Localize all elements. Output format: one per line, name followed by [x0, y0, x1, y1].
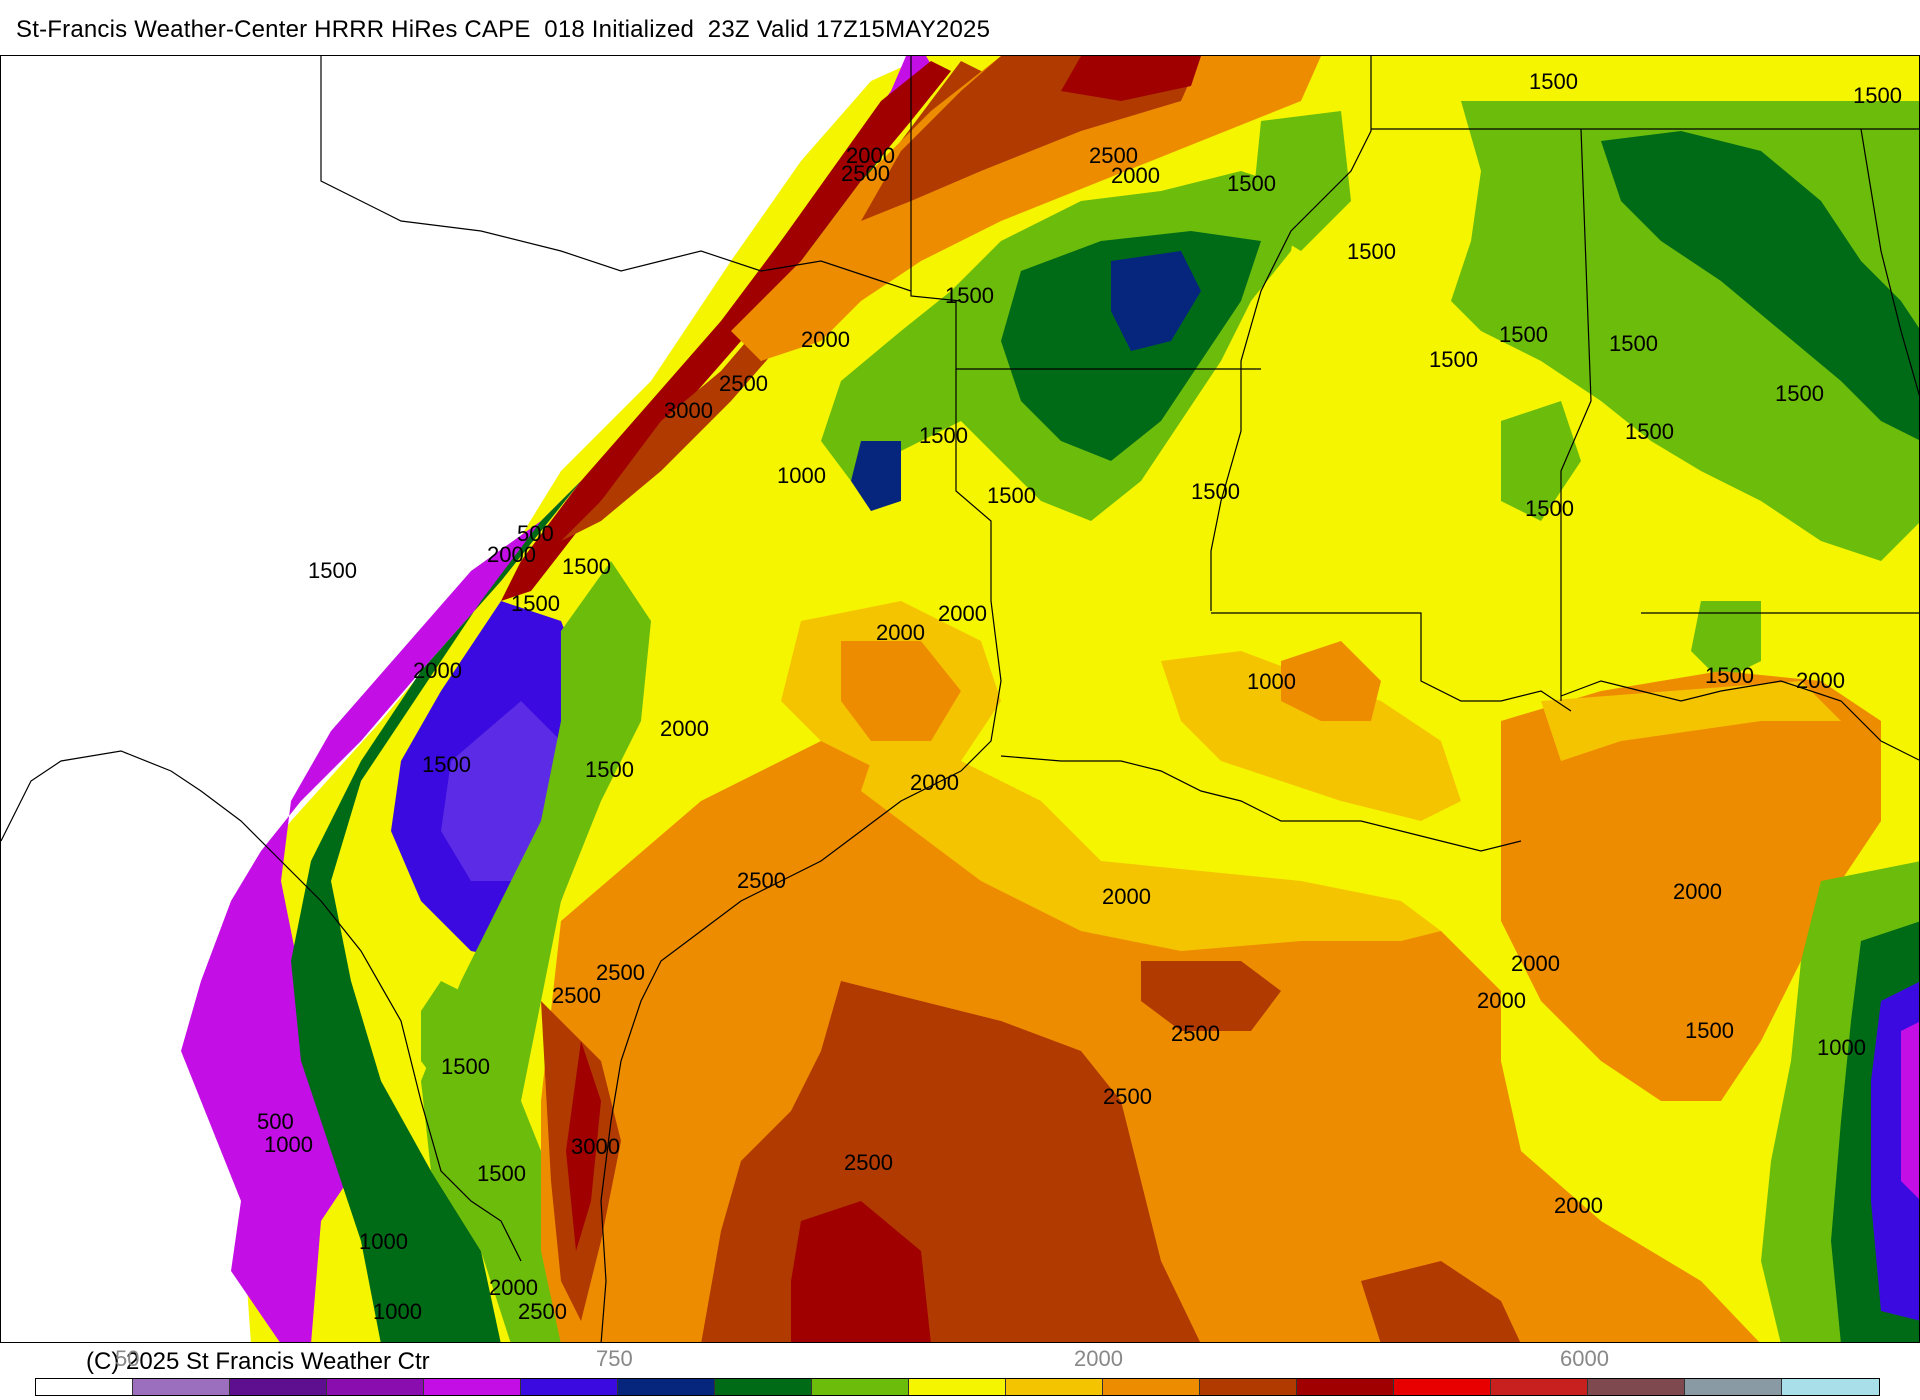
contour-label: 500 [517, 521, 554, 546]
contour-label: 1500 [511, 591, 560, 616]
contour-label: 2000 [938, 601, 987, 626]
contour-label: 1000 [373, 1299, 422, 1324]
colorbar-tick-label: 50 [115, 1346, 140, 1371]
contour-label: 1000 [777, 463, 826, 488]
contour-label: 2000 [1554, 1193, 1603, 1218]
contour-label: 1500 [1705, 663, 1754, 688]
contour-label: 1500 [1525, 496, 1574, 521]
contour-label: 1500 [1227, 171, 1276, 196]
contour-label: 2000 [487, 542, 536, 567]
contour-label: 2000 [876, 620, 925, 645]
contour-label: 2500 [1171, 1021, 1220, 1046]
contour-labels: 2000 2500 2500 2000 1500 1500 1500 2000 … [257, 69, 1902, 1324]
contour-label: 1500 [1853, 83, 1902, 108]
colorbar-swatch [424, 1379, 521, 1395]
contour-label: 2500 [1103, 1084, 1152, 1109]
contour-label: 2500 [737, 868, 786, 893]
contour-label: 2500 [518, 1299, 567, 1324]
contour-label: 1500 [987, 483, 1036, 508]
colorbar-tick-label: 6000 [1560, 1346, 1609, 1371]
contour-label: 2000 [1673, 879, 1722, 904]
colorbar-swatch [230, 1379, 327, 1395]
contour-label: 2500 [1089, 143, 1138, 168]
colorbar-swatch [327, 1379, 424, 1395]
colorbar-swatch [1297, 1379, 1394, 1395]
contour-label: 1500 [1429, 347, 1478, 372]
colorbar-swatch [1782, 1379, 1879, 1395]
contour-label: 2000 [846, 143, 895, 168]
contour-label: 1000 [264, 1132, 313, 1157]
colorbar-swatch [1491, 1379, 1588, 1395]
contour-label: 2500 [596, 960, 645, 985]
colorbar-swatch [1200, 1379, 1297, 1395]
contour-label: 1500 [1191, 479, 1240, 504]
colorbar-tick-label: 2000 [1074, 1346, 1123, 1371]
contour-label: 2000 [1511, 951, 1560, 976]
colorbar-swatch [133, 1379, 230, 1395]
contour-label: 2000 [489, 1275, 538, 1300]
colorbar-swatch [36, 1379, 133, 1395]
contour-label: 1500 [1625, 419, 1674, 444]
copyright-text: (C) 2025 St Francis Weather Ctr [86, 1348, 430, 1375]
contour-label: 1500 [477, 1161, 526, 1186]
contour-label: 1000 [1247, 669, 1296, 694]
contour-label: 2500 [844, 1150, 893, 1175]
contour-label: 3000 [571, 1134, 620, 1159]
colorbar-swatch [1685, 1379, 1782, 1395]
contour-label: 2500 [719, 371, 768, 396]
cape-map: 2000 2500 2500 2000 1500 1500 1500 2000 … [0, 55, 1920, 1343]
contour-label: 1500 [1529, 69, 1578, 94]
contour-label: 2000 [1477, 988, 1526, 1013]
contour-label: 1500 [441, 1054, 490, 1079]
colorbar-swatch [521, 1379, 618, 1395]
map-title: St-Francis Weather-Center HRRR HiRes CAP… [16, 16, 991, 43]
contour-label: 2000 [801, 327, 850, 352]
contour-label: 2000 [413, 658, 462, 683]
contour-label: 1500 [422, 752, 471, 777]
contour-label: 2000 [660, 716, 709, 741]
colorbar-tick-label: 750 [596, 1346, 633, 1371]
contour-label: 1500 [1609, 331, 1658, 356]
contour-label: 1000 [359, 1229, 408, 1254]
colorbar [35, 1378, 1880, 1396]
colorbar-swatch [909, 1379, 1006, 1395]
contour-label: 2000 [1102, 884, 1151, 909]
contour-label: 2000 [910, 770, 959, 795]
colorbar-swatch [1103, 1379, 1200, 1395]
contour-label: 1500 [562, 554, 611, 579]
contour-label: 2000 [1796, 668, 1845, 693]
colorbar-swatch [1006, 1379, 1103, 1395]
colorbar-swatch [1588, 1379, 1685, 1395]
colorbar-swatch [1394, 1379, 1491, 1395]
contour-label: 2500 [552, 983, 601, 1008]
contour-label: 1500 [1685, 1018, 1734, 1043]
contour-label: 1500 [585, 757, 634, 782]
contour-label: 2500 [841, 161, 890, 186]
colorbar-swatch [812, 1379, 909, 1395]
contour-label: 3000 [664, 398, 713, 423]
cape-field: 2000 2500 2500 2000 1500 1500 1500 2000 … [1, 56, 1919, 1342]
contour-label: 1500 [919, 423, 968, 448]
contour-label: 500 [257, 1109, 294, 1134]
contour-label: 1500 [1499, 322, 1548, 347]
contour-label: 1500 [1347, 239, 1396, 264]
contour-label: 1500 [945, 283, 994, 308]
contour-label: 1000 [1817, 1035, 1866, 1060]
colorbar-swatch [715, 1379, 812, 1395]
contour-label: 1500 [1775, 381, 1824, 406]
contour-label: 2000 [1111, 163, 1160, 188]
colorbar-swatch [618, 1379, 715, 1395]
contour-label: 1500 [308, 558, 357, 583]
